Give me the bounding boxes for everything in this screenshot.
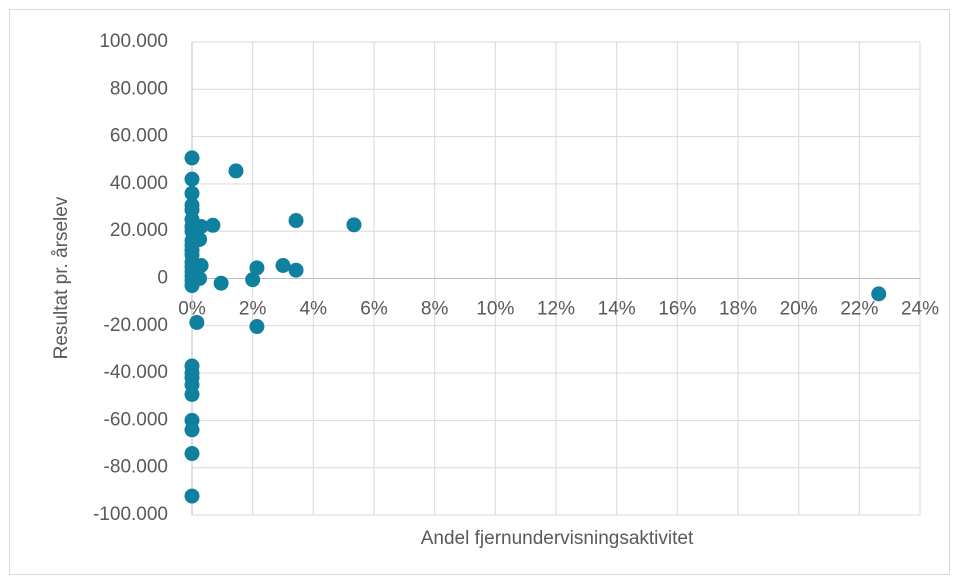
x-axis-title: Andel fjernundervisningsaktivitet (421, 528, 694, 549)
point (184, 171, 200, 187)
point (871, 286, 887, 302)
y-tick-label: 100.000 (99, 31, 168, 52)
y-tick-label: -40.000 (104, 362, 168, 383)
y-tick-label: 40.000 (110, 173, 168, 194)
x-tick-label: 8% (421, 299, 449, 320)
point (189, 314, 205, 330)
point (184, 446, 200, 462)
y-tick-label: -100.000 (93, 504, 168, 525)
x-tick-label: 12% (537, 299, 575, 320)
x-tick-label: 10% (476, 299, 514, 320)
point (249, 260, 265, 276)
point (192, 231, 208, 247)
x-tick-label: 24% (901, 299, 939, 320)
point (205, 217, 221, 233)
point (346, 217, 362, 233)
y-tick-label: 60.000 (110, 126, 168, 147)
y-tick-label: -60.000 (104, 409, 168, 430)
y-tick-label: -20.000 (104, 315, 168, 336)
x-tick-label: 6% (360, 299, 388, 320)
x-tick-label: 18% (719, 299, 757, 320)
point (275, 257, 291, 273)
point (228, 163, 244, 179)
point (249, 319, 265, 335)
y-tick-label: 20.000 (110, 220, 168, 241)
point (288, 213, 304, 229)
point (213, 275, 229, 291)
x-tick-label: 20% (780, 299, 818, 320)
y-tick-label: 0 (157, 268, 168, 289)
y-tick-label: -80.000 (104, 457, 168, 478)
point (192, 271, 208, 286)
x-tick-label: 22% (840, 299, 878, 320)
x-tick-label: 16% (658, 299, 696, 320)
x-tick-label: 2% (239, 299, 267, 320)
x-tick-label: 4% (300, 299, 328, 320)
point (245, 272, 261, 288)
chart-border (9, 9, 950, 575)
y-axis-title: Resultat pr. årselev (51, 196, 72, 359)
point (184, 150, 200, 166)
point (184, 185, 200, 201)
point (184, 488, 200, 504)
point (288, 262, 304, 278)
point (184, 422, 200, 438)
point (184, 386, 200, 402)
x-tick-label: 14% (598, 299, 636, 320)
point (193, 257, 209, 273)
y-tick-label: 80.000 (110, 78, 168, 99)
point (193, 218, 209, 234)
